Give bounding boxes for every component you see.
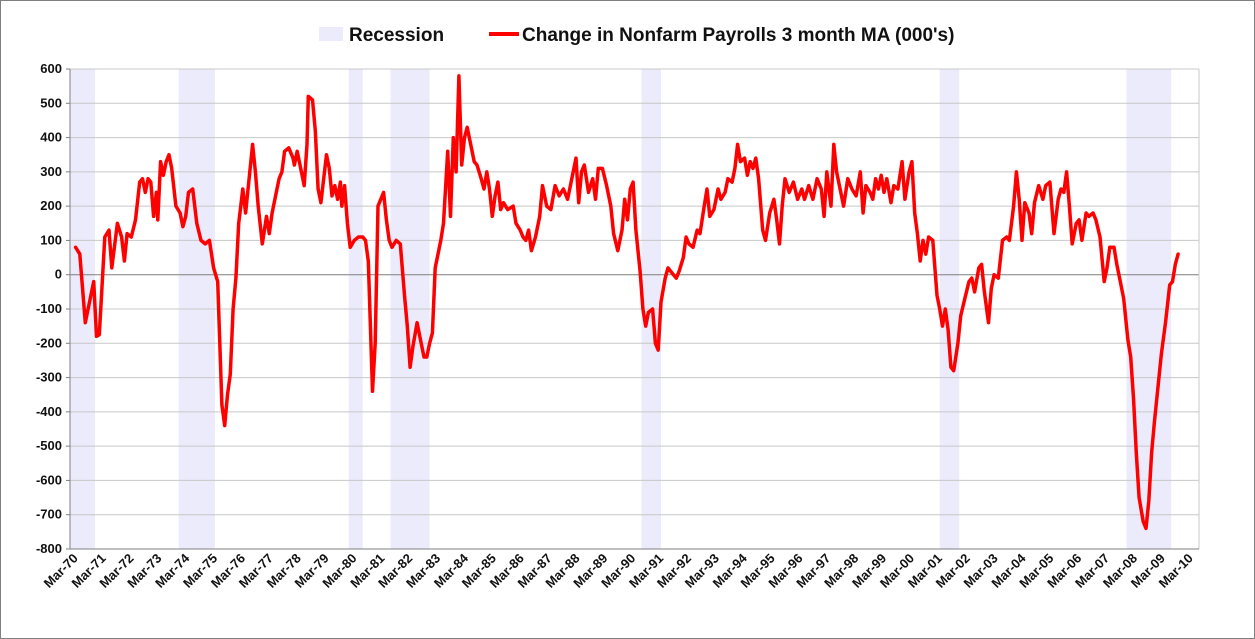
series-line-payrolls bbox=[73, 74, 1180, 531]
y-tick-label-5: 100 bbox=[40, 232, 62, 247]
y-tick-label-8: -200 bbox=[36, 335, 62, 350]
legend-payrolls-label: Change in Nonfarm Payrolls 3 month MA (0… bbox=[522, 25, 954, 46]
y-tick-label-13: -700 bbox=[36, 507, 62, 522]
legend: Recession Change in Nonfarm Payrolls 3 m… bbox=[319, 25, 954, 46]
y-tick-label-6: 0 bbox=[55, 267, 62, 282]
axes bbox=[69, 69, 1200, 550]
y-tick-label-10: -400 bbox=[36, 404, 62, 419]
y-tick-label-0: 600 bbox=[40, 61, 62, 76]
y-tick-label-7: -100 bbox=[36, 301, 62, 316]
y-tick-label-14: -800 bbox=[36, 541, 62, 556]
gridlines bbox=[70, 68, 1199, 550]
series-layer bbox=[73, 74, 1180, 531]
y-tick-label-2: 400 bbox=[40, 130, 62, 145]
y-tick-label-9: -300 bbox=[36, 370, 62, 385]
y-tick-label-3: 300 bbox=[40, 164, 62, 179]
y-tick-label-11: -500 bbox=[36, 438, 62, 453]
legend-recession-label: Recession bbox=[349, 25, 444, 46]
y-axis-ticks: 600 500 400 300 200 100 0 -100 -200 -300 -400 -500 -… bbox=[36, 61, 70, 556]
y-tick-label-4: 200 bbox=[40, 198, 62, 213]
y-tick-label-12: -600 bbox=[36, 472, 62, 487]
x-axis-ticks: Mar-70Mar-71Mar-72Mar-73Mar-74Mar-75Mar-… bbox=[41, 550, 1196, 591]
y-tick-label-1: 500 bbox=[40, 95, 62, 110]
legend-recession-swatch bbox=[319, 27, 343, 41]
